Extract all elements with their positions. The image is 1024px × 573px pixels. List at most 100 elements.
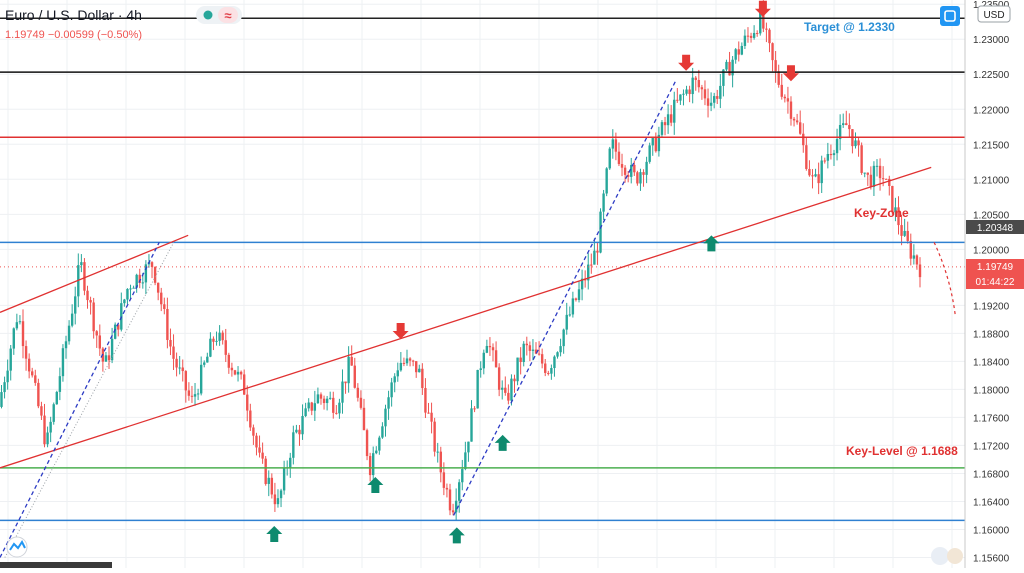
- candle-body: [292, 432, 295, 458]
- candle-body: [630, 164, 633, 177]
- candle-body: [501, 387, 504, 390]
- candle-body: [639, 172, 642, 184]
- symbol-title[interactable]: Euro / U.S. Dollar · 4h: [5, 7, 142, 23]
- key-level-label: Key-Level @ 1.1688: [846, 444, 958, 458]
- wave-badge: [218, 7, 238, 23]
- status-dot-icon: [203, 10, 213, 20]
- candle-body: [18, 321, 22, 323]
- candle-body: [759, 9, 762, 34]
- candle-body: [255, 435, 258, 448]
- candle-body: [577, 289, 581, 300]
- candle-body: [657, 134, 661, 152]
- candle-body: [150, 262, 154, 267]
- candle-body: [685, 89, 688, 94]
- candle-body: [304, 408, 307, 417]
- candle-body: [365, 430, 369, 457]
- candle-body: [242, 374, 246, 395]
- candle-body: [184, 371, 188, 391]
- candle-body: [553, 356, 556, 369]
- flag-icon: [931, 547, 949, 565]
- candle-body: [58, 376, 62, 392]
- last-price-marker: 1.19749: [977, 262, 1014, 273]
- candle-body: [138, 274, 141, 283]
- candle-body: [912, 255, 916, 259]
- candle-body: [402, 362, 406, 364]
- candle-body: [725, 61, 728, 70]
- candle-body: [795, 120, 799, 123]
- candle-body: [74, 296, 77, 314]
- candle-body: [436, 451, 439, 453]
- target-label: Target @ 1.2330: [804, 20, 895, 34]
- candle-body: [372, 453, 375, 476]
- candle-body: [556, 352, 559, 357]
- candle-body: [507, 392, 510, 401]
- candle-body: [123, 299, 126, 304]
- candle-body: [67, 325, 71, 342]
- candle-body: [805, 145, 808, 169]
- candle-body: [230, 367, 234, 371]
- candle-body: [900, 225, 903, 236]
- candle-body: [648, 145, 651, 162]
- candle-body: [869, 174, 873, 187]
- sell-arrow-icon: [392, 322, 409, 339]
- candle-body: [682, 93, 685, 95]
- price-tick-label: 1.16000: [973, 525, 1010, 536]
- sell-arrow-icon: [782, 65, 799, 82]
- candle-body: [842, 123, 845, 126]
- candle-body: [476, 369, 479, 409]
- candle-body: [206, 356, 209, 363]
- candle-body: [310, 402, 313, 411]
- candle-body: [614, 139, 618, 152]
- price-tick-label: 1.16800: [973, 469, 1010, 480]
- candle-body: [488, 345, 492, 348]
- price-tick-label: 1.20000: [973, 245, 1010, 256]
- candle-body: [789, 101, 793, 119]
- candle-body: [316, 394, 320, 404]
- candle-body: [387, 397, 390, 409]
- price-tick-label: 1.17600: [973, 413, 1010, 424]
- candle-body: [611, 139, 615, 149]
- candle-body: [642, 172, 645, 175]
- candle-body: [276, 498, 280, 505]
- candle-body: [236, 371, 240, 375]
- candle-body: [700, 87, 704, 90]
- candle-body: [482, 352, 485, 369]
- candle-body: [328, 397, 332, 399]
- candle-body: [227, 354, 231, 368]
- projection-curve: [933, 242, 956, 316]
- candle-body: [461, 469, 464, 483]
- candle-body: [875, 165, 879, 167]
- candle-body: [814, 174, 817, 177]
- candle-body: [215, 340, 218, 342]
- candle-body: [270, 477, 274, 495]
- candle-body: [860, 145, 863, 173]
- avatar-icon: [947, 548, 963, 564]
- candle-body: [522, 343, 525, 363]
- candle-body: [519, 357, 522, 363]
- candle-body: [307, 402, 310, 409]
- candle-body: [722, 69, 725, 86]
- candle-body: [485, 345, 489, 353]
- candle-body: [918, 264, 922, 278]
- price-tick-label: 1.15600: [973, 553, 1010, 564]
- candle-body: [534, 349, 538, 354]
- candle-body: [169, 339, 172, 347]
- candle-body: [378, 437, 381, 451]
- candle-body: [798, 122, 802, 134]
- candle-body: [249, 410, 252, 428]
- candle-body: [107, 355, 111, 361]
- key-zone-label: Key-Zone: [854, 206, 909, 220]
- candle-body: [52, 404, 55, 422]
- currency-button[interactable]: [977, 5, 1011, 23]
- candle-body: [86, 290, 89, 301]
- candle-body: [719, 85, 722, 99]
- candle-body: [160, 292, 163, 305]
- candle-body: [786, 98, 790, 102]
- candle-body: [835, 139, 839, 154]
- candle-body: [544, 363, 547, 373]
- candle-body: [749, 35, 753, 38]
- fullscreen-button[interactable]: [940, 6, 960, 26]
- candle-body: [537, 353, 541, 355]
